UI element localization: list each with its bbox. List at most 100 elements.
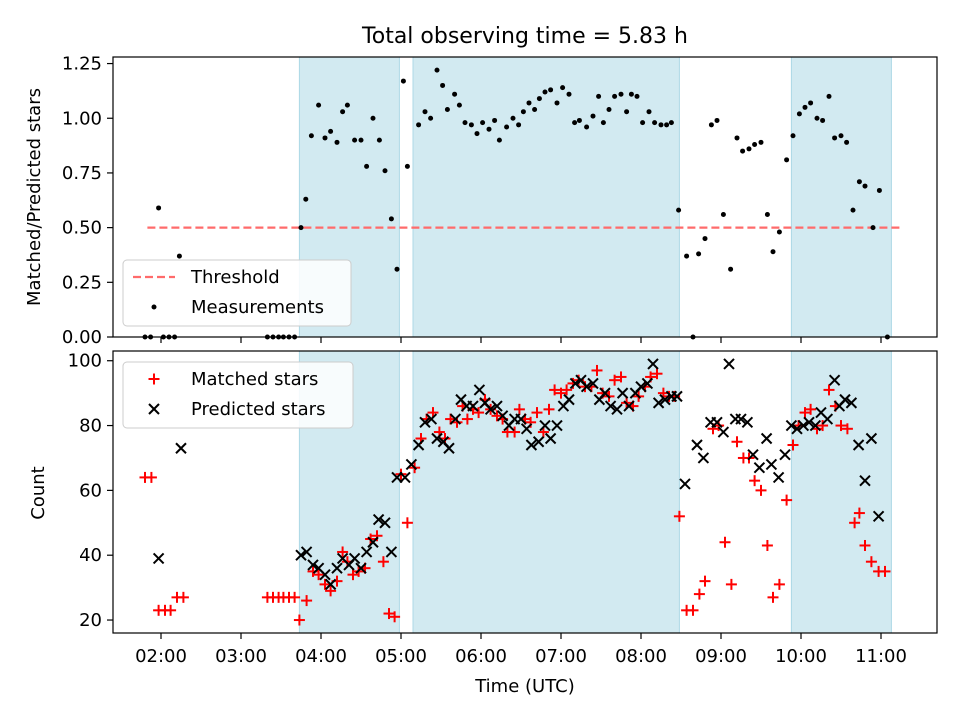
- measurement-point: [740, 148, 746, 154]
- measurement-point: [856, 179, 862, 185]
- predicted-star-point: [865, 432, 878, 445]
- matched-star-point: [591, 364, 603, 376]
- measurement-point: [388, 216, 394, 222]
- predicted-star-point: [753, 461, 766, 474]
- measurement-point: [298, 225, 304, 231]
- measurement-point: [434, 67, 440, 73]
- predicted-star-point: [772, 471, 785, 484]
- measurement-point: [303, 196, 309, 202]
- predicted-star-point: [473, 384, 486, 396]
- measurement-point: [492, 117, 498, 123]
- matched-star-point: [781, 494, 793, 506]
- matched-star-point: [823, 384, 835, 396]
- measurement-point: [572, 120, 578, 126]
- matched-star-point: [609, 374, 621, 386]
- predicted-star-point: [491, 400, 503, 412]
- measurement-point: [746, 146, 752, 152]
- matched-star-point: [301, 595, 313, 607]
- measurement-point: [334, 139, 340, 145]
- measurement-point: [440, 82, 446, 88]
- x-tick-label: 05:00: [375, 646, 427, 667]
- matched-star-point: [461, 413, 473, 425]
- x-tick-label: 06:00: [455, 646, 507, 667]
- predicted-star-point: [580, 380, 593, 393]
- measurement-point: [416, 122, 422, 128]
- measurement-point: [646, 109, 652, 115]
- predicted-star-point: [652, 397, 665, 409]
- predicted-star-point: [611, 403, 623, 416]
- matched-star-point: [313, 569, 325, 581]
- measurement-point: [618, 91, 624, 97]
- count-y-tick-label: 100: [68, 351, 102, 372]
- predicted-star-point: [803, 416, 815, 429]
- predicted-star-point: [691, 439, 703, 451]
- predicted-star-point: [443, 442, 455, 454]
- predicted-star-point: [348, 552, 361, 565]
- predicted-star-point: [360, 546, 373, 558]
- predicted-star-point: [791, 423, 803, 435]
- predicted-star-point: [300, 546, 313, 558]
- count-legend: Matched stars Predicted stars: [122, 361, 354, 429]
- measurement-point: [796, 111, 802, 117]
- predicted-star-point: [175, 442, 187, 454]
- measurement-point: [826, 93, 832, 99]
- predicted-star-point: [449, 413, 462, 425]
- measurement-point: [752, 142, 758, 147]
- predicted-star-point: [295, 549, 307, 561]
- measurement-point: [370, 115, 376, 121]
- ratio-y-tick-label: 0.00: [62, 327, 102, 348]
- observing-window-top-3: [790, 56, 892, 338]
- measurement-point: [590, 113, 596, 119]
- measurement-point: [720, 212, 726, 217]
- x-tick-label: 08:00: [615, 646, 667, 667]
- measurement-point: [400, 78, 406, 84]
- count-y-tick-label: 20: [79, 610, 102, 631]
- measurement-point: [844, 139, 850, 145]
- count-y-tick-label: 60: [79, 480, 102, 501]
- predicted-star-point: [697, 452, 710, 464]
- predicted-star-point: [520, 423, 533, 435]
- count-y-axis-label: Count: [28, 466, 49, 519]
- predicted-star-point: [467, 400, 479, 412]
- measurement-point: [652, 120, 658, 126]
- predicted-star-point: [779, 449, 791, 461]
- measurement-point: [624, 109, 630, 115]
- matched-star-point: [145, 471, 157, 483]
- predicted-star-point: [539, 419, 551, 432]
- count-y-tick-label: 80: [79, 416, 102, 437]
- predicted-star-point: [569, 377, 582, 390]
- observing-window-bottom-2: [412, 350, 680, 634]
- predicted-star-point: [735, 413, 747, 425]
- measurement-point: [156, 205, 162, 211]
- predicted-legend-marker: [148, 403, 160, 415]
- predicted-star-point: [425, 413, 438, 425]
- predicted-star-point: [385, 546, 398, 558]
- predicted-star-point: [319, 568, 331, 581]
- measurement-point: [600, 120, 606, 126]
- measurement-point: [382, 168, 388, 174]
- measurement-point: [510, 115, 516, 121]
- matched-star-point: [513, 403, 525, 415]
- measurement-point: [364, 163, 370, 169]
- predicted-star-point: [484, 403, 497, 416]
- measurement-point: [728, 266, 734, 272]
- matched-star-point: [879, 565, 891, 577]
- matched-star-point: [289, 591, 301, 603]
- measurement-point: [456, 102, 462, 108]
- count-panel: 20 40 60 80 100 02:00 03:00 04:00 05:00 06:00 07:…: [28, 350, 938, 697]
- predicted-star-point: [372, 513, 385, 526]
- x-tick-label: 02:00: [135, 646, 187, 667]
- ratio-y-tick-label: 1.25: [62, 54, 102, 75]
- predicted-star-point: [828, 374, 841, 386]
- measurement-point: [344, 102, 350, 108]
- matched-star-point: [555, 387, 567, 399]
- matched-star-point: [389, 611, 401, 623]
- measurement-point: [668, 120, 674, 126]
- measurement-point: [560, 85, 566, 91]
- predicted-star-point: [845, 397, 858, 409]
- measurement-point: [808, 100, 814, 106]
- predicted-star-point: [355, 562, 367, 574]
- measurement-point: [352, 137, 358, 143]
- predicted-star-point: [324, 578, 337, 591]
- measurement-point: [316, 102, 322, 108]
